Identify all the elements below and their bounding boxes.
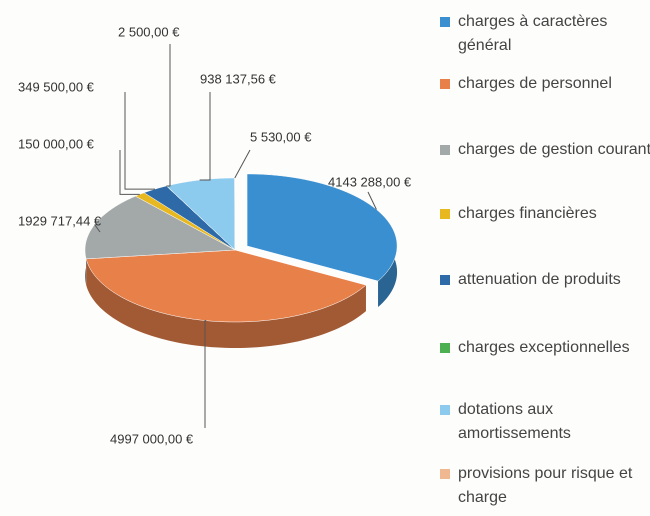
leader-line	[367, 191, 377, 210]
leader-line	[119, 150, 140, 195]
legend-item: provisions pour risque et charge	[440, 462, 650, 510]
legend-swatch	[440, 17, 450, 27]
legend-swatch	[440, 469, 450, 479]
slice	[143, 185, 236, 251]
legend-swatch	[440, 209, 450, 219]
legend-label: charges exceptionnelles	[458, 339, 630, 356]
data-label: 938 137,56 €	[200, 71, 277, 86]
data-label: 2 500,00 €	[118, 24, 180, 39]
legend-item: attenuation de produits	[440, 268, 650, 292]
legend-swatch	[440, 275, 450, 285]
legend-label: charges de gestion courante	[458, 141, 650, 158]
legend-swatch	[440, 79, 450, 89]
pie-area: 4143 288,00 € 4997 000,00 € 1929 717,44 € 1…	[18, 24, 412, 446]
data-label: 5 530,00 €	[250, 129, 312, 144]
legend-label: dotations aux amortissements	[458, 401, 571, 442]
data-label: 4997 000,00 €	[110, 431, 194, 446]
leader-line	[234, 149, 251, 179]
slice	[85, 249, 367, 323]
legend-label: charges de personnel	[458, 75, 612, 92]
leader-line	[204, 320, 207, 428]
legend-swatch	[440, 343, 450, 353]
leader-line	[94, 224, 101, 233]
legend-swatch	[440, 145, 450, 155]
slice-side	[86, 258, 366, 348]
leader-line	[166, 44, 171, 187]
data-label: 349 500,00 €	[18, 79, 95, 94]
slice	[84, 195, 236, 260]
leader-line	[124, 92, 155, 190]
legend-item: dotations aux amortissements	[440, 398, 650, 446]
leader-line	[199, 92, 211, 181]
legend-label: provisions pour risque et charge	[458, 465, 633, 506]
legend-item: charges de gestion courante	[440, 138, 650, 162]
legend-item: charges à caractères général	[440, 10, 638, 58]
data-label: 4143 288,00 €	[328, 174, 412, 189]
data-label: 150 000,00 €	[18, 136, 95, 151]
legend-label: attenuation de produits	[458, 271, 621, 288]
legend-label: charges à caractères général	[458, 13, 608, 54]
legend-item: charges exceptionnelles	[440, 336, 650, 360]
legend-label: charges financières	[458, 205, 597, 222]
legend-item: charges de personnel	[440, 72, 650, 96]
legend-swatch	[440, 405, 450, 415]
data-label: 1929 717,44 €	[18, 213, 102, 228]
legend-item: charges financières	[440, 202, 650, 226]
